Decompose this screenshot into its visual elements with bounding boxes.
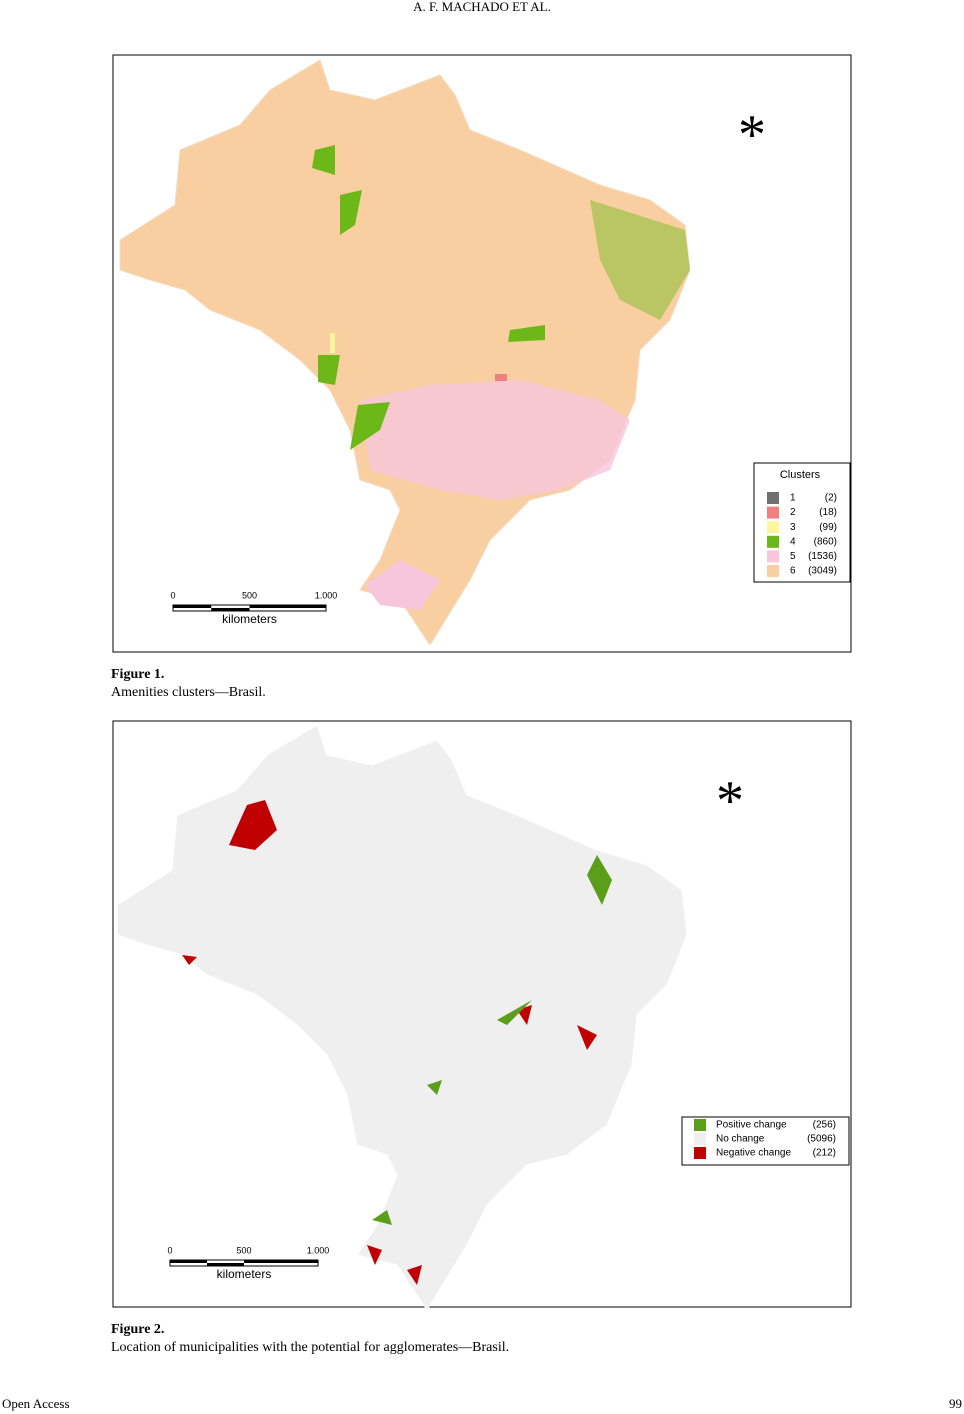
scale-label: 500 bbox=[242, 590, 257, 600]
scale-bar: 0 500 1.000 kilometers bbox=[170, 590, 337, 626]
legend-count: (5096) bbox=[807, 1134, 836, 1145]
legend-swatch bbox=[767, 492, 779, 504]
scale-segment bbox=[211, 608, 250, 611]
legend-label: Positive change bbox=[716, 1120, 787, 1131]
legend-swatch bbox=[694, 1119, 706, 1131]
legend-label: 6 bbox=[790, 566, 796, 577]
legend-count: (212) bbox=[813, 1148, 836, 1159]
scale-unit: kilometers bbox=[217, 1267, 272, 1281]
scale-bar: 0 500 1.000 kilometers bbox=[167, 1245, 329, 1281]
scale-label: 0 bbox=[167, 1245, 172, 1255]
running-head: A. F. MACHADO ET AL. bbox=[413, 0, 551, 14]
marker: * bbox=[716, 770, 744, 832]
caption-text: Amenities clusters—Brasil. bbox=[111, 685, 266, 700]
legend-swatch bbox=[767, 565, 779, 577]
scale-label: 0 bbox=[170, 590, 175, 600]
scale-segment bbox=[244, 1260, 318, 1263]
figure-frame bbox=[112, 54, 852, 653]
scale-label: 1.000 bbox=[307, 1245, 330, 1255]
legend-count: (2) bbox=[825, 493, 837, 504]
map bbox=[119, 59, 691, 646]
caption-label: Figure 2. bbox=[111, 1322, 164, 1337]
legend: Clusters 1 (2) 2 (18) 3 (99) 4 (860) 5 (1536) 6 (30… bbox=[753, 462, 851, 583]
marker: * bbox=[738, 104, 766, 166]
map bbox=[116, 724, 688, 1311]
legend-swatch bbox=[767, 521, 779, 534]
caption-label: Figure 1. bbox=[111, 667, 164, 682]
legend-swatch bbox=[694, 1147, 706, 1159]
scale-segment bbox=[249, 605, 326, 608]
scale-segment bbox=[173, 605, 212, 608]
legend-label: 4 bbox=[790, 536, 796, 547]
scale-segment bbox=[207, 1263, 244, 1266]
scale-segment bbox=[170, 1260, 207, 1263]
legend-swatch bbox=[767, 506, 779, 519]
legend-count: (18) bbox=[819, 507, 837, 518]
scale-label: 1.000 bbox=[315, 590, 338, 600]
page-number: 99 bbox=[949, 1396, 962, 1411]
scale-unit: kilometers bbox=[222, 612, 277, 626]
legend-swatch bbox=[694, 1133, 706, 1145]
legend-label: 1 bbox=[790, 493, 796, 504]
figure-frame bbox=[112, 720, 852, 1308]
legend-label: 5 bbox=[790, 551, 796, 562]
caption-text: Location of municipalities with the pote… bbox=[111, 1340, 509, 1355]
legend-count: (99) bbox=[819, 522, 837, 533]
legend-swatch bbox=[767, 535, 779, 548]
legend-frame bbox=[681, 1116, 850, 1166]
legend-title: Clusters bbox=[780, 469, 821, 481]
scale-label: 500 bbox=[236, 1245, 251, 1255]
legend-count: (3049) bbox=[808, 566, 837, 577]
footer-left: Open Access bbox=[2, 1396, 70, 1411]
legend-label: 3 bbox=[790, 522, 796, 533]
legend-count: (860) bbox=[814, 536, 837, 547]
legend: Positive change (256) No change (5096) Negat… bbox=[681, 1116, 850, 1166]
legend-label: No change bbox=[716, 1134, 765, 1145]
legend-label: Negative change bbox=[716, 1148, 791, 1159]
legend-count: (1536) bbox=[808, 551, 837, 562]
legend-label: 2 bbox=[790, 507, 796, 518]
legend-count: (256) bbox=[813, 1120, 836, 1131]
legend-swatch bbox=[767, 550, 779, 563]
